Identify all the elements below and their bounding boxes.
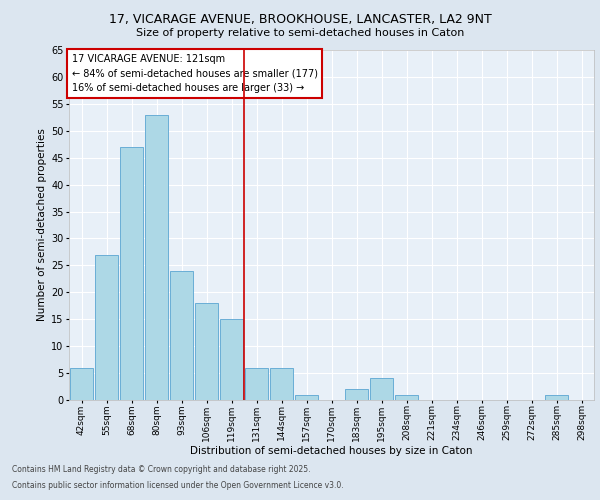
Bar <box>245 368 268 400</box>
Bar <box>370 378 393 400</box>
Bar <box>120 147 143 400</box>
Bar <box>395 394 418 400</box>
Y-axis label: Number of semi-detached properties: Number of semi-detached properties <box>37 128 47 322</box>
Bar <box>345 389 368 400</box>
Text: Contains HM Land Registry data © Crown copyright and database right 2025.: Contains HM Land Registry data © Crown c… <box>12 466 311 474</box>
Text: 17, VICARAGE AVENUE, BROOKHOUSE, LANCASTER, LA2 9NT: 17, VICARAGE AVENUE, BROOKHOUSE, LANCAST… <box>109 12 491 26</box>
Text: 17 VICARAGE AVENUE: 121sqm
← 84% of semi-detached houses are smaller (177)
16% o: 17 VICARAGE AVENUE: 121sqm ← 84% of semi… <box>71 54 317 93</box>
X-axis label: Distribution of semi-detached houses by size in Caton: Distribution of semi-detached houses by … <box>190 446 473 456</box>
Bar <box>220 319 243 400</box>
Text: Size of property relative to semi-detached houses in Caton: Size of property relative to semi-detach… <box>136 28 464 38</box>
Bar <box>195 303 218 400</box>
Bar <box>545 394 568 400</box>
Bar <box>145 114 168 400</box>
Bar <box>295 394 318 400</box>
Text: Contains public sector information licensed under the Open Government Licence v3: Contains public sector information licen… <box>12 480 344 490</box>
Bar <box>270 368 293 400</box>
Bar <box>70 368 93 400</box>
Bar <box>95 254 118 400</box>
Bar <box>170 271 193 400</box>
